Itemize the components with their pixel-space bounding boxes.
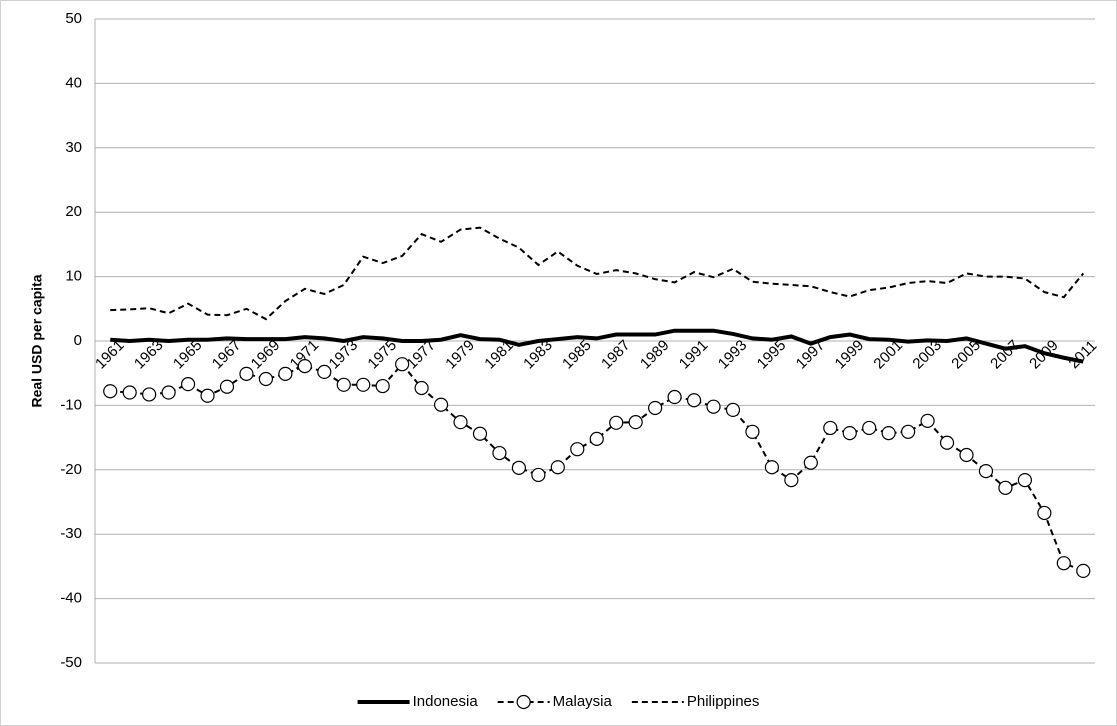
marker (823, 420, 838, 436)
marker (667, 389, 682, 405)
marker (1076, 563, 1091, 579)
y-tick-label: 0 (74, 332, 82, 349)
marker (920, 413, 935, 428)
y-axis-label: Real USD per capita (29, 274, 45, 407)
marker (998, 480, 1013, 495)
marker (180, 377, 196, 392)
y-tick-label: -40 (60, 590, 82, 607)
y-tick-label: -10 (60, 396, 82, 413)
marker (628, 415, 643, 430)
marker (122, 385, 137, 400)
marker (589, 431, 604, 446)
marker (939, 435, 955, 450)
y-tick-label: 10 (65, 268, 82, 285)
legend-label: Indonesia (413, 693, 479, 710)
series-line (110, 226, 1085, 321)
marker (433, 397, 449, 412)
legend-marker (516, 694, 531, 710)
marker (414, 380, 429, 396)
marker (745, 424, 760, 439)
marker (803, 455, 818, 470)
marker (1017, 473, 1032, 488)
marker (219, 379, 235, 394)
marker (959, 447, 974, 463)
legend: Indonesia Malaysia Philippines (357, 693, 760, 710)
marker (297, 359, 312, 374)
marker (103, 384, 118, 399)
y-tick-label: -20 (60, 461, 82, 478)
marker (453, 415, 468, 430)
marker (395, 357, 410, 372)
marker (570, 442, 585, 457)
marker (1037, 505, 1052, 521)
marker (842, 425, 857, 441)
marker (142, 387, 157, 402)
marker (258, 371, 274, 387)
marker (511, 460, 527, 475)
marker (278, 366, 293, 381)
y-tick-label: 20 (65, 203, 82, 220)
marker (239, 366, 254, 381)
y-tick-label: -30 (60, 525, 82, 542)
series-line (110, 328, 1084, 364)
marker (686, 393, 702, 408)
marker (336, 377, 351, 392)
marker (978, 463, 994, 479)
marker (161, 385, 176, 400)
marker (472, 426, 488, 441)
marker (706, 399, 721, 414)
legend-label: Malaysia (553, 693, 613, 710)
y-tick-label: 50 (65, 10, 82, 27)
marker (200, 388, 215, 403)
marker (609, 415, 624, 430)
marker (764, 460, 779, 475)
marker (648, 400, 663, 416)
legend-label: Philippines (687, 693, 760, 710)
y-tick-label: 30 (65, 139, 82, 156)
marker (784, 473, 799, 488)
marker (375, 378, 390, 394)
marker (356, 377, 371, 392)
marker (550, 460, 565, 475)
marker (725, 402, 741, 418)
marker (862, 420, 877, 436)
marker (317, 364, 332, 380)
marker (1056, 556, 1071, 571)
marker (492, 445, 507, 461)
y-tick-label: 40 (65, 74, 82, 91)
marker (901, 424, 916, 439)
marker (881, 425, 896, 441)
y-tick-label: -50 (60, 654, 82, 671)
marker (531, 467, 546, 483)
